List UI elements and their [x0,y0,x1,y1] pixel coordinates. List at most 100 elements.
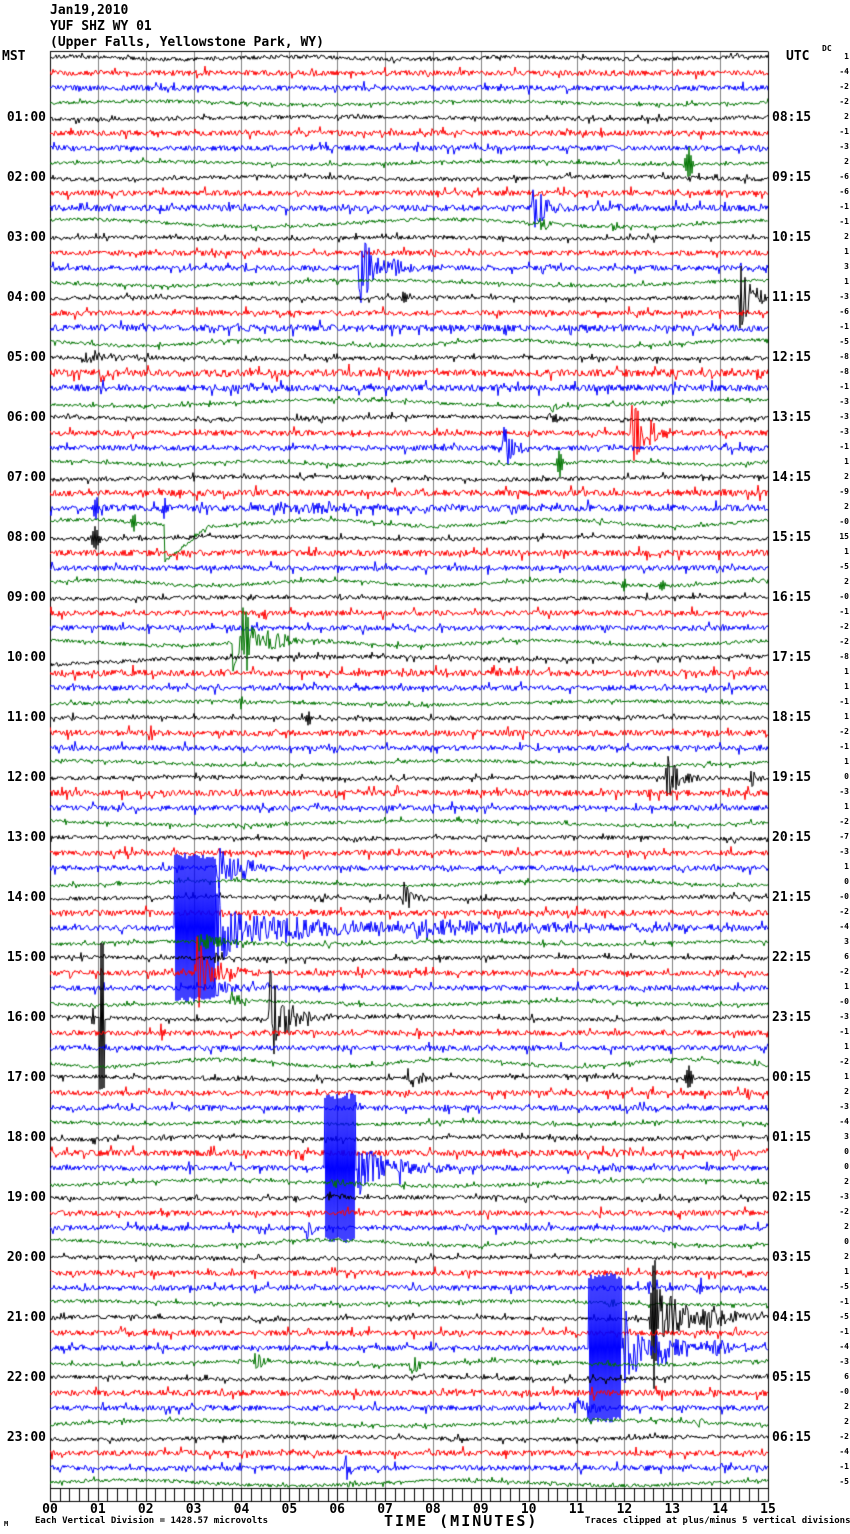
left-time-label: 04:00 [6,290,46,305]
dc-value: -4 [839,1117,849,1126]
dc-value: -2 [839,622,849,631]
dc-value: -3 [839,1102,849,1111]
dc-value: 1 [844,547,849,556]
dc-value: -5 [839,1477,849,1486]
dc-value: 2 [844,1222,849,1231]
dc-value: -2 [839,97,849,106]
left-time-label: 21:00 [6,1310,46,1325]
left-time-label: 22:00 [6,1370,46,1385]
x-tick-label: 03 [185,1502,202,1517]
dc-value: -2 [839,637,849,646]
dc-value: 2 [844,1417,849,1426]
x-tick-label: 10 [520,1502,537,1517]
right-time-label: 23:15 [772,1010,812,1025]
dc-value: 2 [844,232,849,241]
dc-value: -1 [839,127,849,136]
dc-value: 1 [844,277,849,286]
right-time-label: 01:15 [772,1130,812,1145]
dc-value: -2 [839,1432,849,1441]
right-time-label: 18:15 [772,710,812,725]
footer-corner-mark: M [4,1520,9,1528]
dc-value: 2 [844,577,849,586]
right-time-label: 16:15 [772,590,812,605]
left-time-label: 10:00 [6,650,46,665]
right-axis-header: UTC [786,49,810,64]
left-axis-header: MST [2,49,26,64]
right-time-label: 17:15 [772,650,812,665]
left-time-label: 14:00 [6,890,46,905]
dc-value: 2 [844,1402,849,1411]
right-time-label: 12:15 [772,350,812,365]
dc-value: -0 [839,892,849,901]
dc-value: -1 [839,697,849,706]
x-tick-label: 11 [568,1502,585,1517]
dc-value: -3 [839,412,849,421]
left-time-label: 19:00 [6,1190,46,1205]
x-tick-label: 04 [233,1502,250,1517]
dc-value: 1 [844,247,849,256]
dc-value: -2 [839,727,849,736]
dc-value: -0 [839,517,849,526]
x-tick-label: 05 [281,1502,298,1517]
right-time-label: 19:15 [772,770,812,785]
dc-value: -2 [839,907,849,916]
right-time-label: 06:15 [772,1430,812,1445]
dc-value: -3 [839,142,849,151]
right-time-label: 21:15 [772,890,812,905]
dc-value: -1 [839,202,849,211]
x-tick-label: 12 [616,1502,633,1517]
dc-value: -2 [839,1207,849,1216]
dc-value: 6 [844,1372,849,1381]
dc-value: -4 [839,1342,849,1351]
dc-value: -8 [839,652,849,661]
dc-value: -2 [839,967,849,976]
dc-value: 2 [844,1252,849,1261]
title-date: Jan19,2010 [50,3,129,18]
dc-value: 1 [844,712,849,721]
right-time-label: 22:15 [772,950,812,965]
left-time-label: 06:00 [6,410,46,425]
dc-value: -3 [839,1012,849,1021]
x-tick-label: 13 [664,1502,681,1517]
left-time-label: 16:00 [6,1010,46,1025]
right-time-label: 09:15 [772,170,812,185]
dc-value: -7 [839,832,849,841]
dc-value: 15 [839,532,849,541]
dc-value: 1 [844,982,849,991]
left-time-label: 20:00 [6,1250,46,1265]
x-tick-label: 01 [90,1502,106,1517]
dc-value: -1 [839,217,849,226]
right-time-label: 05:15 [772,1370,812,1385]
right-time-label: 03:15 [772,1250,812,1265]
dc-value: 1 [844,862,849,871]
dc-value: -3 [839,397,849,406]
dc-value: -3 [839,1357,849,1366]
dc-value: -1 [839,382,849,391]
dc-value: -6 [839,172,849,181]
dc-value: -1 [839,1297,849,1306]
dc-value: 0 [844,1237,849,1246]
title-station: YUF SHZ WY 01 [50,19,152,34]
dc-value: -5 [839,1282,849,1291]
dc-value: 0 [844,1162,849,1171]
x-axis-title: TIME (MINUTES) [384,1512,539,1530]
right-time-label: 08:15 [772,110,812,125]
dc-value: -2 [839,817,849,826]
dc-value: -1 [839,322,849,331]
dc-value: -9 [839,487,849,496]
right-time-label: 20:15 [772,830,812,845]
dc-value: -2 [839,82,849,91]
dc-value: 2 [844,502,849,511]
dc-value: -3 [839,427,849,436]
title-location: (Upper Falls, Yellowstone Park, WY) [50,35,324,50]
dc-value: 1 [844,682,849,691]
dc-value: 2 [844,472,849,481]
x-tick-label: 09 [472,1502,489,1517]
dc-value: -5 [839,562,849,571]
dc-value: 2 [844,1177,849,1186]
dc-value: 3 [844,937,849,946]
dc-value: 3 [844,262,849,271]
left-time-label: 01:00 [6,110,46,125]
right-time-label: 04:15 [772,1310,812,1325]
